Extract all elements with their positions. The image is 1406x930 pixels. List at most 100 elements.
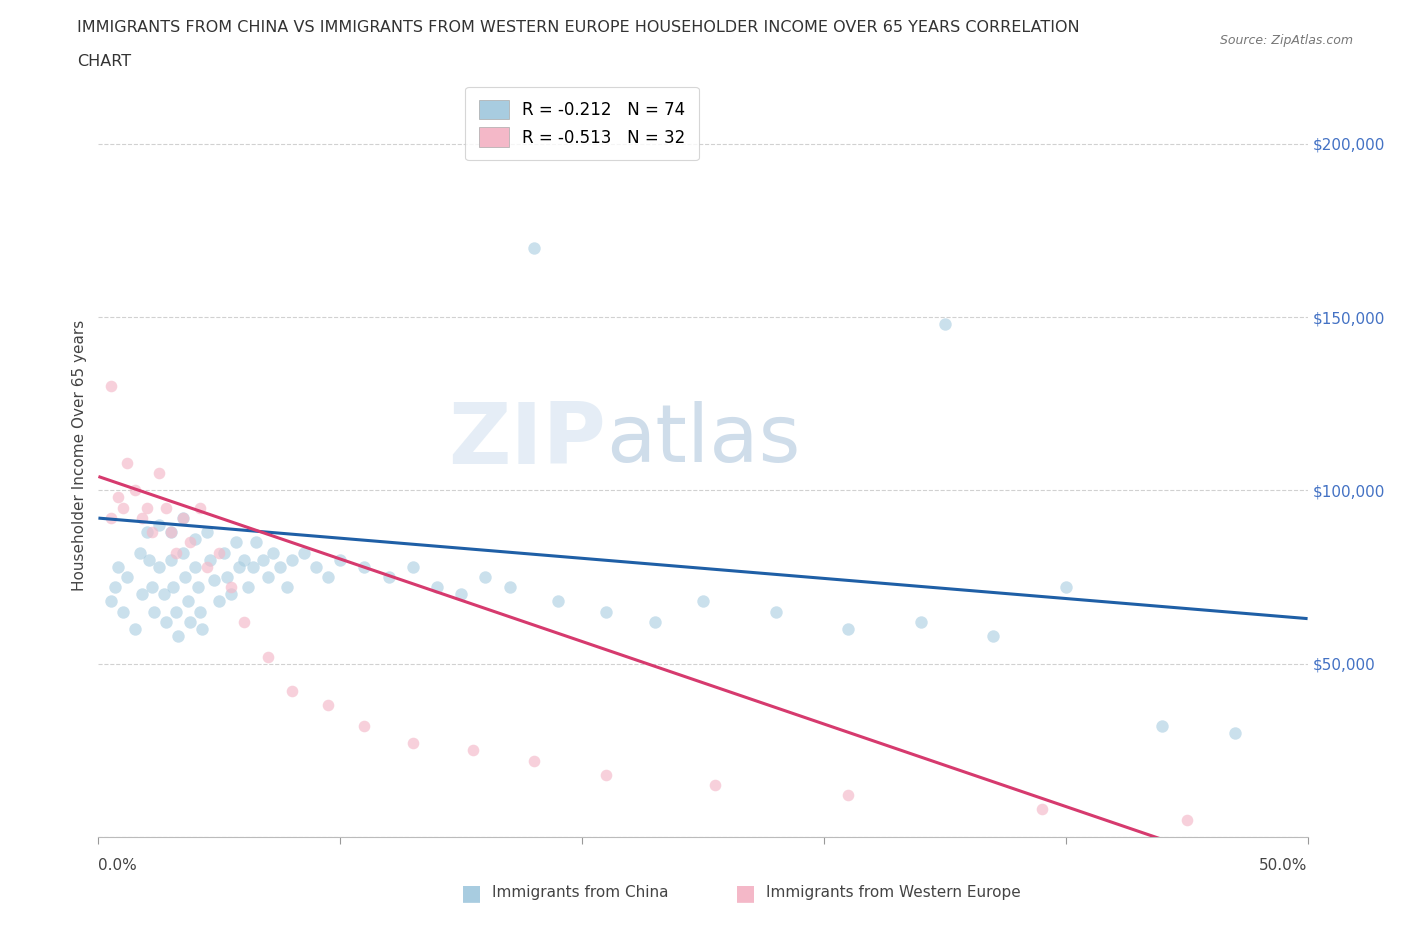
Point <box>104 580 127 595</box>
Point <box>184 531 207 546</box>
Point <box>117 455 139 470</box>
Point <box>188 604 211 619</box>
Point <box>138 552 160 567</box>
Point <box>165 545 187 560</box>
Point <box>523 753 546 768</box>
Point <box>232 552 254 567</box>
Point <box>131 511 153 525</box>
Text: ■: ■ <box>735 883 755 903</box>
Point <box>124 621 146 636</box>
Point <box>191 621 214 636</box>
Point <box>595 604 617 619</box>
Legend: R = -0.212   N = 74, R = -0.513   N = 32: R = -0.212 N = 74, R = -0.513 N = 32 <box>465 86 699 160</box>
Point <box>281 684 304 698</box>
Point <box>221 587 243 602</box>
Point <box>242 559 264 574</box>
Text: ZIP: ZIP <box>449 399 606 482</box>
Point <box>225 535 247 550</box>
Point <box>281 552 304 567</box>
Point <box>107 559 129 574</box>
Point <box>187 580 209 595</box>
Point <box>195 559 218 574</box>
Point <box>131 587 153 602</box>
Point <box>377 569 399 584</box>
Point <box>1152 719 1174 734</box>
Point <box>450 587 472 602</box>
Point <box>135 500 157 515</box>
Point <box>228 559 250 574</box>
Point <box>474 569 496 584</box>
Point <box>148 466 170 481</box>
Y-axis label: Householder Income Over 65 years: Householder Income Over 65 years <box>72 320 87 591</box>
Point <box>1031 802 1053 817</box>
Point <box>221 580 243 595</box>
Text: atlas: atlas <box>606 402 800 480</box>
Point <box>329 552 352 567</box>
Point <box>934 316 956 331</box>
Point <box>172 511 194 525</box>
Text: IMMIGRANTS FROM CHINA VS IMMIGRANTS FROM WESTERN EUROPE HOUSEHOLDER INCOME OVER : IMMIGRANTS FROM CHINA VS IMMIGRANTS FROM… <box>77 20 1080 35</box>
Point <box>184 559 207 574</box>
Point <box>204 573 226 588</box>
Point <box>141 580 163 595</box>
Point <box>155 500 177 515</box>
Point <box>167 629 190 644</box>
Point <box>498 580 520 595</box>
Text: 0.0%: 0.0% <box>98 857 138 872</box>
Point <box>704 777 727 792</box>
Point <box>1175 812 1198 827</box>
Point <box>837 621 859 636</box>
Point <box>172 545 194 560</box>
Point <box>177 594 200 609</box>
Point <box>252 552 274 567</box>
Point <box>107 490 129 505</box>
Point <box>595 767 617 782</box>
Point <box>195 525 218 539</box>
Point <box>155 615 177 630</box>
Point <box>215 569 238 584</box>
Point <box>212 545 235 560</box>
Point <box>316 698 339 712</box>
Point <box>179 615 201 630</box>
Point <box>276 580 298 595</box>
Text: CHART: CHART <box>77 54 131 69</box>
Point <box>981 629 1004 644</box>
Point <box>238 580 260 595</box>
Point <box>100 511 122 525</box>
Point <box>141 525 163 539</box>
Point <box>547 594 569 609</box>
Point <box>353 559 375 574</box>
Text: ■: ■ <box>461 883 481 903</box>
Text: 50.0%: 50.0% <box>1260 857 1308 872</box>
Text: Immigrants from China: Immigrants from China <box>492 885 669 900</box>
Point <box>256 569 278 584</box>
Point <box>174 569 197 584</box>
Point <box>148 559 170 574</box>
Point <box>1223 725 1246 740</box>
Text: Source: ZipAtlas.com: Source: ZipAtlas.com <box>1219 34 1353 47</box>
Point <box>1054 580 1077 595</box>
Point <box>245 535 267 550</box>
Point <box>128 545 150 560</box>
Point <box>100 594 122 609</box>
Point <box>160 525 183 539</box>
Point <box>402 736 425 751</box>
Point <box>765 604 787 619</box>
Point <box>269 559 291 574</box>
Point <box>426 580 449 595</box>
Point <box>111 500 134 515</box>
Point <box>837 788 859 803</box>
Point <box>162 580 184 595</box>
Text: Immigrants from Western Europe: Immigrants from Western Europe <box>766 885 1021 900</box>
Point <box>402 559 425 574</box>
Point <box>111 604 134 619</box>
Point <box>124 483 146 498</box>
Point <box>523 240 546 255</box>
Point <box>910 615 932 630</box>
Point <box>305 559 328 574</box>
Point <box>208 594 231 609</box>
Point <box>208 545 231 560</box>
Point <box>256 649 278 664</box>
Point <box>316 569 339 584</box>
Point <box>232 615 254 630</box>
